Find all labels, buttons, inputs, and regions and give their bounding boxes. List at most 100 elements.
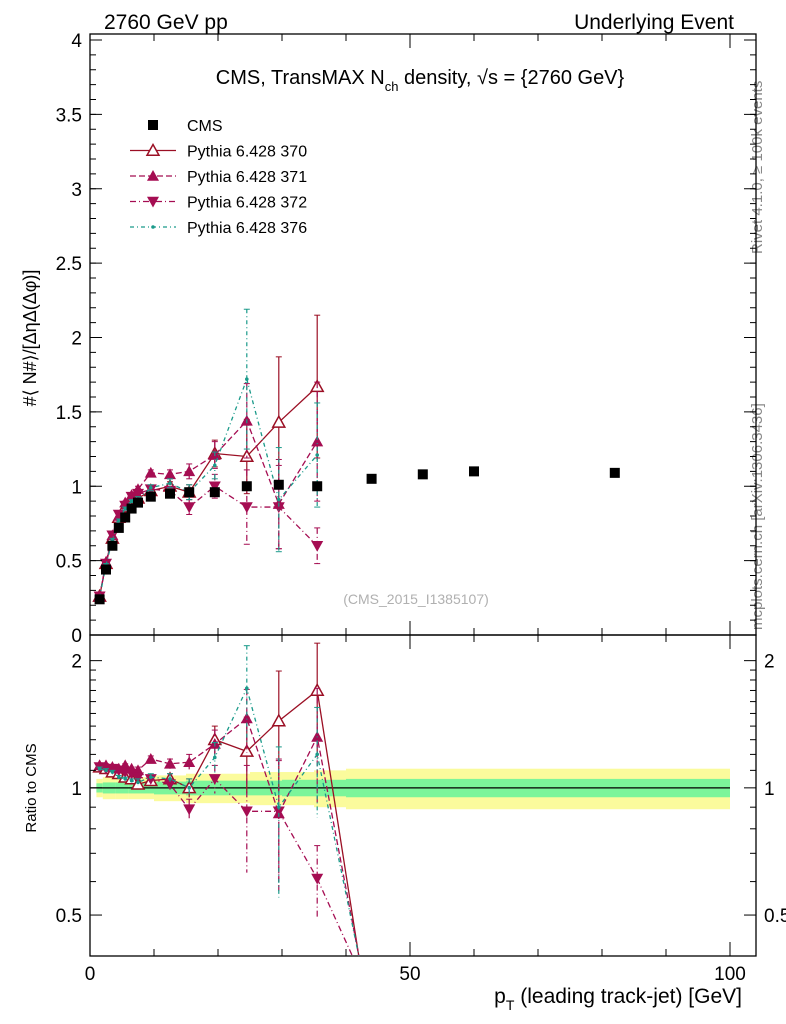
ratio-point <box>271 713 287 727</box>
mcplots-label: mcplots.cern.ch [arXiv:1306.3436] <box>749 403 766 630</box>
data-point <box>144 484 157 496</box>
data-point <box>183 465 196 477</box>
y-tick-label: 1 <box>71 477 82 498</box>
x-tick-label: 0 <box>85 964 96 985</box>
ratio-point <box>110 770 115 774</box>
series-layer <box>92 308 620 957</box>
ratio-tick-label-right: 2 <box>764 652 775 673</box>
ratio-series-p376 <box>96 645 360 957</box>
y-axis-label: #⟨ N#⟩/[ΔηΔ(Δφ)] <box>20 270 40 407</box>
legend-label-p372: Pythia 6.428 372 <box>187 195 307 212</box>
data-point <box>311 435 324 447</box>
data-point <box>272 502 285 514</box>
rivet-label: Rivet 4.1.0, ≥ 100k events <box>749 81 766 254</box>
data-point <box>149 485 153 490</box>
ratio-point <box>123 777 127 781</box>
data-point <box>164 468 176 480</box>
data-point <box>183 502 196 514</box>
y-tick-label: 0.5 <box>56 552 82 573</box>
analysis-watermark: (CMS_2015_I1385107) <box>343 591 489 607</box>
ratio-point <box>245 686 249 691</box>
ratio-point <box>164 757 176 769</box>
ratio-point <box>117 775 121 779</box>
ratio-point <box>187 786 191 790</box>
data-point <box>271 414 287 428</box>
cms-data-point <box>417 469 428 480</box>
ratio-tick-label-left: 2 <box>71 652 82 673</box>
y-tick-label: 2.5 <box>56 254 82 275</box>
ratio-point <box>149 775 153 779</box>
legend-marker-cms <box>148 120 158 130</box>
ratio-point <box>104 768 108 773</box>
ratio-series-p371 <box>93 687 360 957</box>
axis-ticks: 0 0.5 1 1.5 2 2.5 3 3.5 4 0 50 100 0.5 0.5 1 1 2 2 <box>56 31 786 985</box>
y-tick-label: 0 <box>71 626 82 647</box>
y-tick-label: 2 <box>71 329 82 350</box>
cms-data-point <box>184 487 195 498</box>
ratio-point <box>240 806 253 818</box>
cms-data-point <box>366 473 377 484</box>
cms-data-point <box>609 467 620 478</box>
data-point <box>213 463 217 468</box>
legend-label-p376: Pythia 6.428 376 <box>187 220 307 237</box>
ratio-point <box>164 779 176 791</box>
data-point <box>240 502 253 514</box>
ratio-tick-label-left: 0.5 <box>56 906 82 927</box>
data-point <box>129 499 134 503</box>
y-tick-label: 3 <box>71 180 82 201</box>
cms-data-point <box>145 491 156 502</box>
process-label: Underlying Event <box>574 11 734 34</box>
ratio-point <box>132 772 144 784</box>
ratio-point <box>129 778 134 783</box>
data-point <box>125 491 138 503</box>
cms-data-point <box>94 594 105 605</box>
series-p372 <box>93 464 324 603</box>
ratio-tick-label-right: 1 <box>764 779 775 800</box>
y-tick-label: 1.5 <box>56 403 82 424</box>
ratio-line <box>99 717 360 957</box>
ratio-point <box>239 743 255 757</box>
cms-data-point <box>126 503 137 514</box>
legend-marker-p372 <box>147 196 159 208</box>
ratio-point <box>272 806 285 818</box>
series-cms <box>94 466 620 605</box>
data-point <box>245 377 249 381</box>
legend-label-cms: CMS <box>187 118 223 135</box>
x-tick-label: 100 <box>714 964 746 985</box>
ratio-point <box>277 805 281 809</box>
legend-marker-p376 <box>151 225 155 229</box>
data-point <box>112 509 125 521</box>
ratio-point <box>136 780 140 785</box>
ratio-point <box>97 766 102 771</box>
data-point <box>311 540 324 552</box>
legend-label-p370: Pythia 6.428 370 <box>187 144 307 161</box>
series-line <box>98 377 318 598</box>
legend-marker-p370 <box>145 142 161 157</box>
data-point <box>144 466 157 478</box>
ratio-point <box>208 774 221 785</box>
ratio-point <box>315 752 320 757</box>
ratio-series-p372 <box>93 760 353 957</box>
y-tick-label: 3.5 <box>56 105 82 126</box>
data-point <box>277 497 281 502</box>
cms-data-point <box>133 497 143 508</box>
ratio-line <box>99 686 360 957</box>
cms-data-point <box>165 488 175 499</box>
legend-label-p371: Pythia 6.428 371 <box>187 169 307 186</box>
x-tick-label: 50 <box>399 964 420 985</box>
cms-data-point <box>120 512 131 523</box>
ratio-point <box>213 755 217 760</box>
ratio-point <box>144 753 157 764</box>
data-point <box>123 506 127 511</box>
data-point <box>208 481 221 493</box>
ratio-point <box>183 804 196 816</box>
energy-label: 2760 GeV pp <box>104 11 228 34</box>
ratio-panel-frame <box>89 634 757 957</box>
cms-data-point <box>469 466 479 477</box>
series-p376 <box>96 308 321 600</box>
data-point <box>315 453 320 457</box>
ratio-line <box>99 689 360 957</box>
cms-data-point <box>312 481 323 492</box>
data-point <box>168 481 172 486</box>
